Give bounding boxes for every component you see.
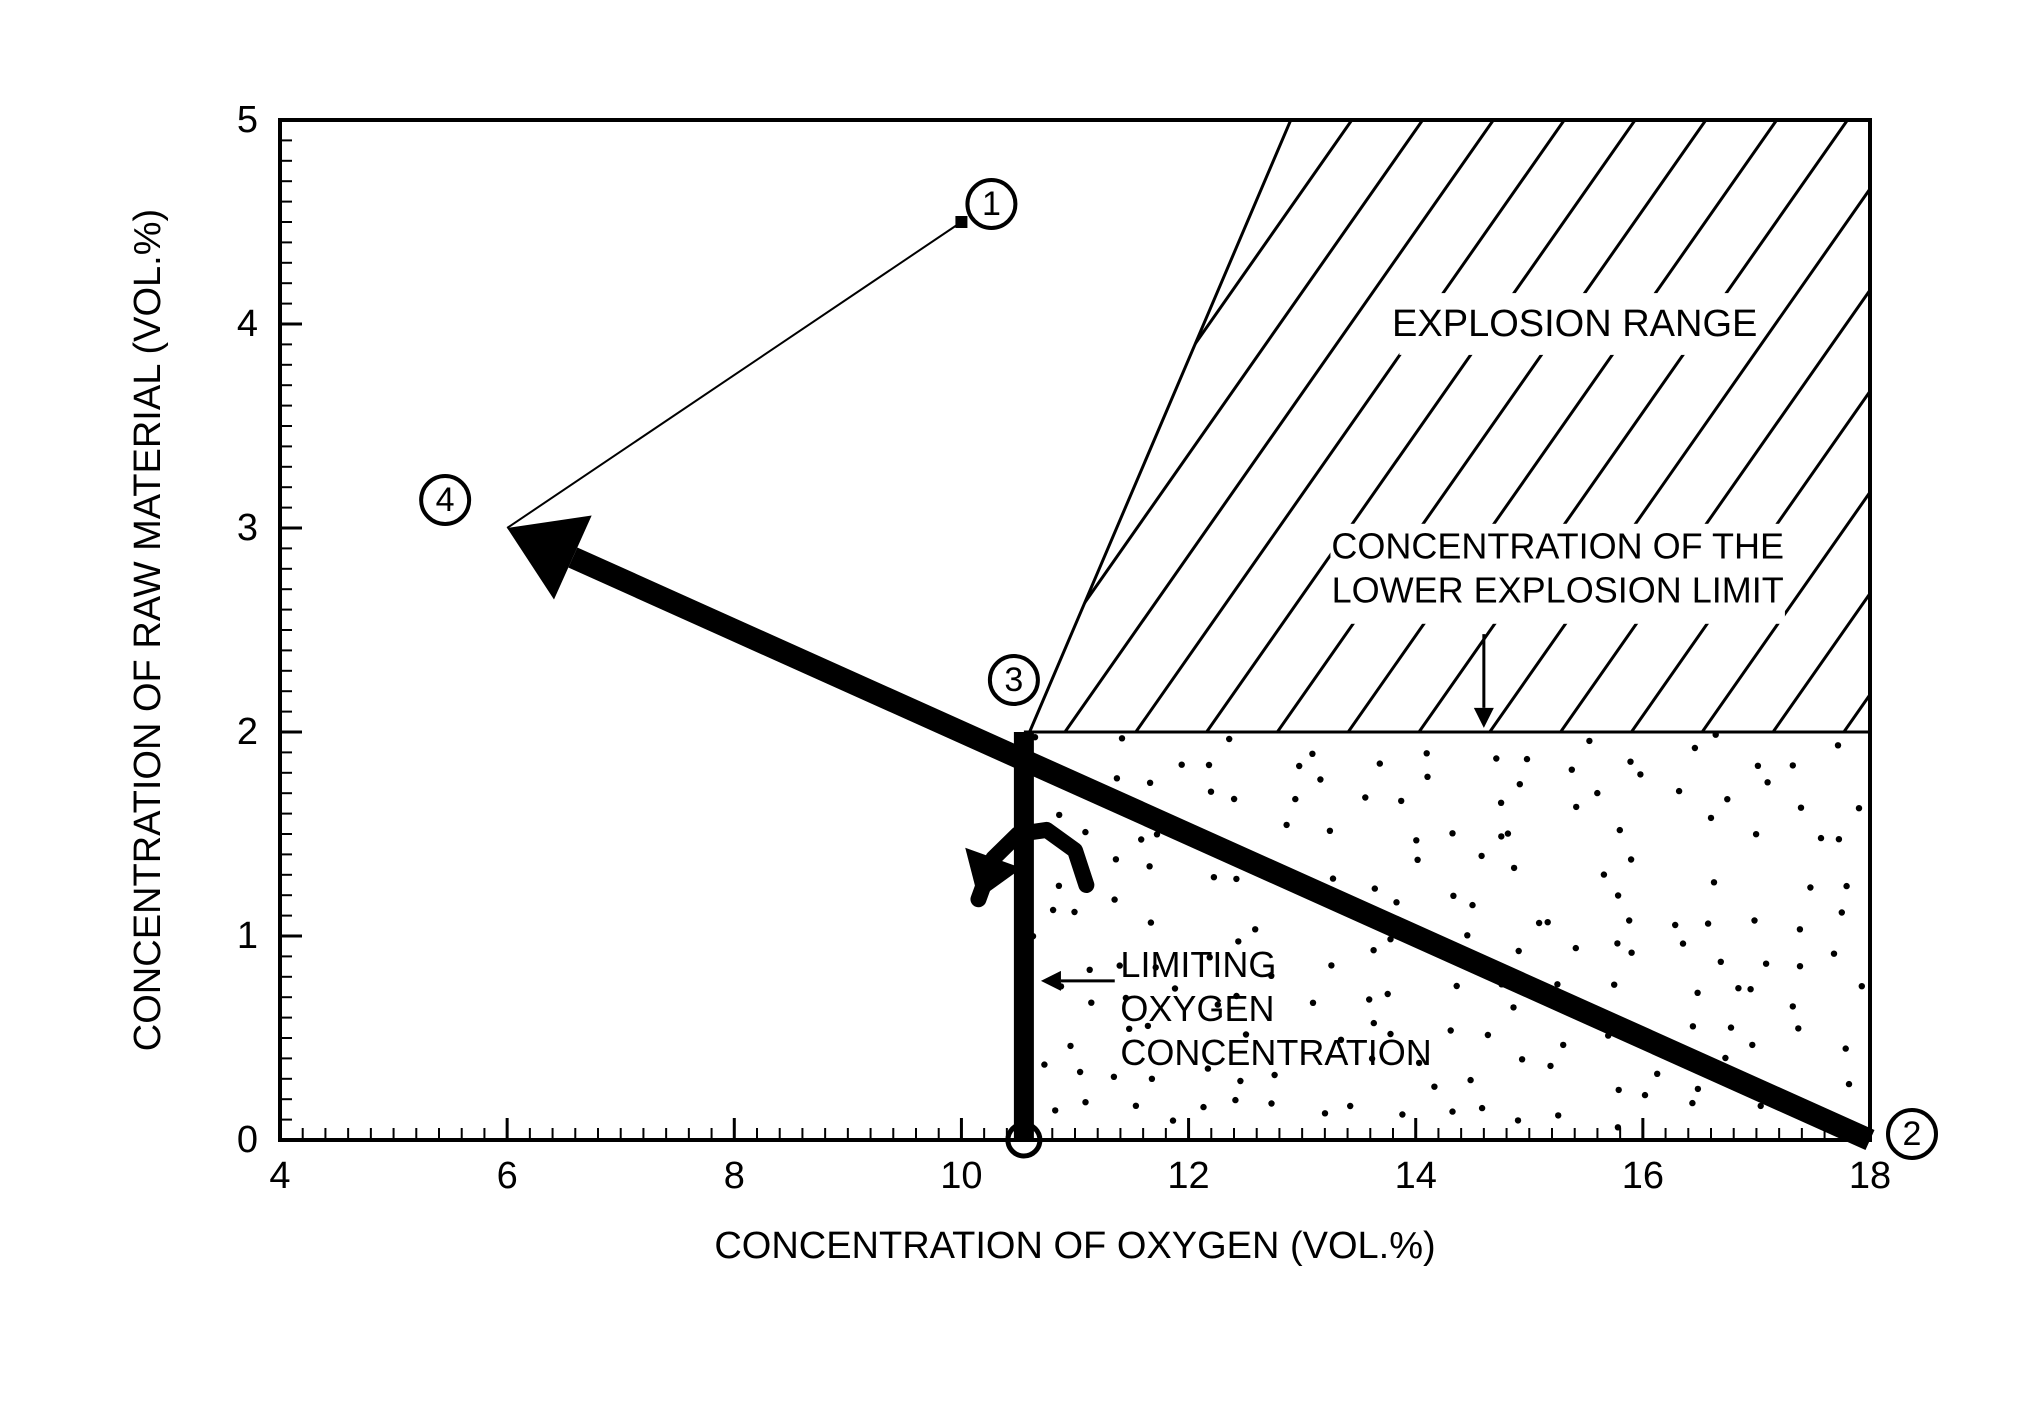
circled-label-p2: 2	[1888, 1110, 1936, 1158]
x-tick-label: 16	[1622, 1155, 1664, 1197]
x-tick-label: 18	[1849, 1155, 1891, 1197]
x-tick-label: 12	[1167, 1155, 1209, 1197]
svg-text:4: 4	[436, 481, 455, 519]
circled-label-p1: 1	[967, 180, 1015, 228]
explosion-range-label: EXPLOSION RANGE	[1392, 303, 1757, 345]
y-tick-label: 2	[237, 711, 258, 753]
marker-square-1	[955, 216, 967, 228]
x-tick-label: 14	[1395, 1155, 1437, 1197]
y-tick-label: 4	[237, 303, 258, 345]
y-tick-label: 0	[237, 1119, 258, 1161]
svg-text:1: 1	[982, 185, 1001, 223]
y-axis-label: CONCENTRATION OF RAW MATERIAL (VOL.%)	[127, 209, 169, 1051]
circled-label-p3: 3	[990, 656, 1038, 704]
svg-text:3: 3	[1004, 661, 1023, 699]
svg-text:2: 2	[1903, 1115, 1922, 1153]
x-tick-label: 6	[497, 1155, 518, 1197]
y-tick-label: 5	[237, 99, 258, 141]
y-tick-label: 1	[237, 915, 258, 957]
x-axis-label: CONCENTRATION OF OXYGEN (VOL.%)	[714, 1225, 1435, 1267]
x-tick-label: 8	[724, 1155, 745, 1197]
circled-label-p4: 4	[421, 476, 469, 524]
y-tick-label: 3	[237, 507, 258, 549]
x-tick-label: 4	[269, 1155, 290, 1197]
x-tick-label: 10	[940, 1155, 982, 1197]
